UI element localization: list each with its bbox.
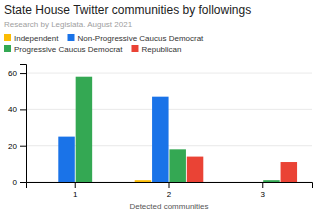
- grid-line: [26, 73, 312, 74]
- legend-swatch: [4, 34, 11, 41]
- y-axis: 0 20 40 60: [8, 65, 26, 188]
- legend-item: Non-Progressive Caucus Democrat: [68, 34, 205, 43]
- x-tick: 1: [73, 182, 78, 199]
- y-tick-label: 60: [8, 69, 17, 78]
- x-tick: 2: [167, 182, 172, 199]
- grid: [26, 73, 312, 182]
- legend-swatch: [131, 45, 138, 52]
- legend-swatch: [4, 45, 11, 52]
- y-tick-label: 0: [13, 178, 18, 187]
- bar-series: [135, 180, 151, 182]
- y-tick-label: 20: [8, 142, 17, 151]
- legend-label: Non-Progressive Caucus Democrat: [78, 34, 205, 43]
- y-tick-mark: [20, 73, 26, 74]
- bar: [246, 182, 262, 183]
- legend-item: Progressive Caucus Democrat: [4, 45, 123, 54]
- bar: [263, 180, 279, 182]
- bar: [281, 162, 297, 182]
- y-axis-line: [20, 65, 27, 183]
- bar: [93, 182, 109, 183]
- y-tick-label: 40: [8, 105, 17, 114]
- bar-series: [58, 97, 168, 182]
- bar: [228, 182, 244, 183]
- y-tick-mark: [20, 146, 26, 147]
- chart: State House Twitter communities by follo…: [0, 0, 320, 214]
- x-axis-line: [27, 183, 313, 189]
- legend-label: Republican: [141, 45, 181, 54]
- y-tick: 40: [8, 105, 26, 114]
- x-tick-mark: [262, 182, 263, 188]
- bar: [41, 182, 57, 183]
- legend-swatch: [68, 34, 75, 41]
- x-tick-label: 1: [73, 190, 78, 199]
- grid-line: [26, 109, 312, 110]
- plot: 0 20 40 60 1 2 3: [8, 65, 312, 199]
- y-tick: 20: [8, 142, 26, 151]
- legend: Independent Non-Progressive Caucus Democr…: [4, 34, 204, 54]
- legend-item: Independent: [4, 34, 59, 43]
- y-tick-mark: [20, 182, 26, 183]
- x-tick-label: 3: [261, 190, 266, 199]
- x-tick-label: 2: [167, 190, 172, 199]
- x-tick-mark: [75, 182, 76, 188]
- bar: [76, 77, 92, 182]
- title: State House Twitter communities by follo…: [4, 3, 251, 17]
- legend-label: Progressive Caucus Democrat: [14, 45, 123, 54]
- bar: [58, 137, 74, 182]
- legend-label: Independent: [14, 34, 59, 43]
- y-tick: 60: [8, 69, 26, 78]
- bars: [58, 77, 297, 182]
- x-tick: 3: [261, 182, 266, 199]
- x-tick-mark: [169, 182, 170, 188]
- subtitle: Research by Legislata. August 2021: [4, 20, 133, 29]
- x-axis: 1 2 3: [27, 182, 313, 199]
- legend-item: Republican: [131, 45, 181, 54]
- bar-series: [187, 157, 297, 182]
- y-tick: 0: [13, 178, 26, 187]
- y-tick-mark: [20, 109, 26, 110]
- x-axis-title: Detected communities: [129, 202, 208, 211]
- bar: [187, 157, 203, 182]
- bar: [135, 180, 151, 182]
- bar: [152, 97, 168, 182]
- bar-series: [76, 77, 280, 182]
- bar: [169, 149, 185, 182]
